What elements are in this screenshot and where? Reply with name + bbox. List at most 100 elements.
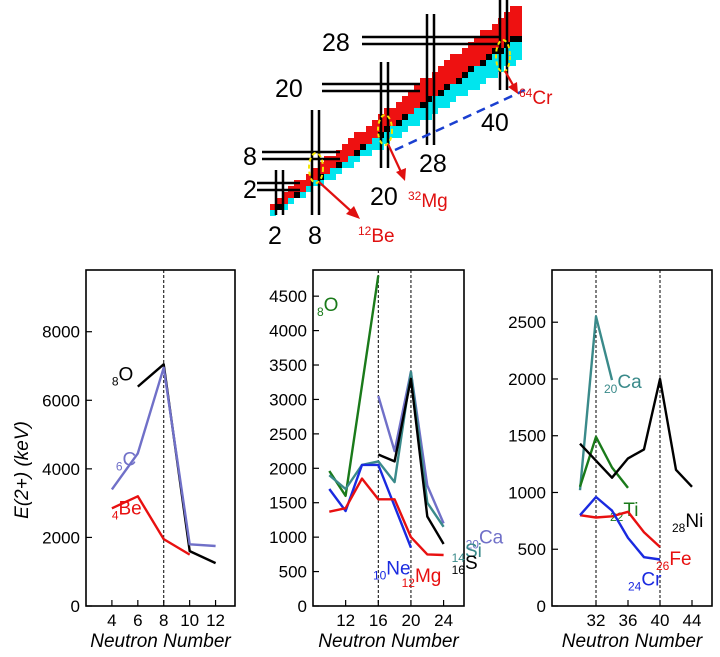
series-line-ne [328, 463, 413, 548]
panel-sd-shell: 12 16 20 24 0 500 1000 1500 2000 2500 3000 3500 4000… [269, 269, 504, 652]
nuclide-cell [468, 48, 474, 54]
nuclide-cell [312, 174, 318, 180]
nuclide-cell [480, 78, 486, 84]
nuclide-cell [408, 108, 414, 114]
x-tick-label: 6 [133, 611, 142, 630]
nuclide-cell [462, 72, 468, 78]
nuclide-cell [462, 48, 468, 54]
nuclide-cell [294, 192, 300, 198]
nuclide-cell [420, 84, 426, 90]
nuclide-cell [372, 132, 378, 138]
x-tick-label: 16 [369, 611, 388, 630]
nuclide-cell [444, 84, 450, 90]
y-tick-label: 500 [279, 563, 307, 582]
x-axis-label: Neutron Number [90, 631, 231, 652]
nuclide-cell [336, 162, 342, 168]
plot-frame [312, 269, 465, 607]
nuclide-cell [486, 60, 492, 66]
nuclide-cell [486, 30, 492, 36]
nuclide-cell [300, 192, 306, 198]
nucleus-label-be12: 12Be [358, 224, 395, 247]
nuclide-cell [474, 54, 480, 60]
series-label-cr: 24Cr [628, 569, 662, 593]
nuclide-cell [372, 138, 378, 144]
nuclide-cell [420, 114, 426, 120]
nuclide-cell [450, 84, 456, 90]
y-tick-label: 4000 [42, 460, 80, 479]
nuclide-cell [330, 168, 336, 174]
nuclide-cell [516, 24, 522, 30]
nuclide-cell [438, 102, 444, 108]
nuclide-cell [462, 90, 468, 96]
nuclide-cell [474, 36, 480, 42]
magic-label-n40: 40 [481, 109, 509, 137]
series-label-mg: 12Mg [402, 566, 442, 590]
nuclide-cell [426, 96, 432, 102]
nuclide-cell [342, 144, 348, 150]
nuclide-cell [396, 102, 402, 108]
y-tick-label: 0 [537, 597, 546, 616]
plot-frame [85, 269, 236, 607]
magic-label-z20: 20 [275, 75, 303, 103]
yellow-markers [308, 39, 511, 184]
nuclide-cell [342, 150, 348, 156]
nuclide-cell [450, 90, 456, 96]
nuclide-cell [450, 60, 456, 66]
nuclide-cell [510, 12, 516, 18]
nuclide-cell [516, 36, 522, 42]
nuclide-cell [516, 48, 522, 54]
nuclide-cell [426, 114, 432, 120]
nuclide-cell [408, 114, 414, 120]
nuclide-cell [456, 78, 462, 84]
y-tick-label: 1000 [508, 483, 546, 502]
nuclide-cell [366, 138, 372, 144]
nuclide-cell [480, 60, 486, 66]
nuclide-cell [444, 60, 450, 66]
nuclide-cell [402, 96, 408, 102]
nuclide-cell [510, 30, 516, 36]
nuclide-cell [444, 72, 450, 78]
nuclide-cell [366, 132, 372, 138]
magic-label-n20: 20 [370, 183, 398, 211]
nuclide-cell [408, 90, 414, 96]
nuclide-cell [354, 150, 360, 156]
nuclide-cell [462, 54, 468, 60]
nuclide-cell [420, 96, 426, 102]
y-tick-label: 2000 [42, 528, 80, 547]
series-line-s [377, 377, 445, 545]
nuclide-cell [516, 42, 522, 48]
panel-light-nuclei: 4 6 8 10 12 0 2000 4000 6000 8000 Neutron Number 8O… [42, 269, 236, 652]
nuclide-cell [390, 108, 396, 114]
x-tick-label: 12 [336, 611, 355, 630]
series-line-cr [579, 495, 661, 561]
nuclide-cell [396, 126, 402, 132]
series-label-ca: 20Ca [466, 527, 504, 551]
nuclide-cell [456, 60, 462, 66]
nuclide-cell [456, 54, 462, 60]
nuclide-cell [420, 108, 426, 114]
y-tick-label: 8000 [42, 323, 80, 342]
x-tick-label: 4 [107, 611, 116, 630]
nuclide-cell [516, 18, 522, 24]
nuclide-cell [510, 18, 516, 24]
y-tick-label: 2000 [508, 370, 546, 389]
x-axis-label: Neutron Number [562, 631, 703, 652]
nuclide-cell [276, 198, 282, 204]
x-tick-label: 44 [683, 611, 702, 630]
nuclide-cell [456, 72, 462, 78]
nuclide-cell [462, 78, 468, 84]
nuclide-cell [456, 84, 462, 90]
nuclide-cell [438, 96, 444, 102]
series-label-fe: 26Fe [656, 549, 692, 573]
nuclide-cell [468, 78, 474, 84]
nuclide-cell [468, 66, 474, 72]
y-tick-label: 500 [518, 540, 546, 559]
nuclide-cell [402, 114, 408, 120]
nuclide-cell [390, 120, 396, 126]
nucleus-label-cr64: 64Cr [519, 86, 553, 109]
nuclide-cell [360, 132, 366, 138]
nuclide-cell [324, 168, 330, 174]
x-tick-label: 40 [651, 611, 670, 630]
nuclide-cell [336, 168, 342, 174]
nuclide-cell [408, 96, 414, 102]
